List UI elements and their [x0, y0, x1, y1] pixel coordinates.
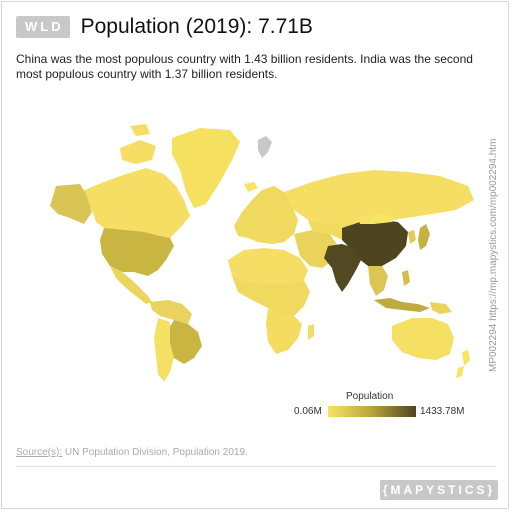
legend-max: 1433.78M: [420, 406, 465, 417]
region-china[interactable]: [342, 220, 408, 266]
map-title: Population (2019): 7.71B: [80, 15, 313, 38]
region-europe[interactable]: [234, 186, 298, 244]
map-description: China was the most populous country with…: [16, 52, 473, 81]
region-svalbard-no-data[interactable]: [258, 136, 272, 158]
region-india[interactable]: [324, 244, 362, 292]
region-africa-south[interactable]: [266, 308, 302, 354]
source-text: UN Population Division, Population 2019.: [62, 447, 248, 458]
region-south-america-south[interactable]: [154, 318, 174, 382]
region-africa-central[interactable]: [232, 276, 310, 316]
map-id-url: MP002294 https://mp.mapystics.com/mp0022…: [488, 138, 499, 372]
region-south-america-north[interactable]: [150, 300, 192, 324]
region-brazil[interactable]: [168, 320, 202, 364]
legend-gradient-bar: [328, 406, 416, 417]
region-new-zealand[interactable]: [456, 350, 470, 378]
world-map: [50, 124, 474, 382]
header: WLD Population (2019): 7.71B: [16, 14, 313, 40]
region-africa-north[interactable]: [228, 248, 308, 284]
region-mongolia[interactable]: [358, 214, 394, 224]
region-indonesia[interactable]: [374, 298, 430, 312]
source-note: Source(s): UN Population Division, Popul…: [16, 447, 248, 458]
region-usa[interactable]: [100, 228, 174, 276]
footer-divider: [16, 466, 496, 467]
region-iceland[interactable]: [244, 182, 258, 192]
region-japan[interactable]: [418, 224, 430, 250]
legend-min: 0.06M: [294, 406, 322, 417]
region-code-badge: WLD: [16, 16, 70, 38]
region-philippines[interactable]: [402, 270, 410, 286]
region-madagascar[interactable]: [308, 324, 314, 340]
region-alaska[interactable]: [50, 184, 92, 224]
region-mexico-central-america[interactable]: [110, 266, 152, 304]
region-australia[interactable]: [392, 318, 454, 360]
region-korea[interactable]: [408, 230, 416, 244]
region-papua[interactable]: [430, 302, 452, 314]
region-russia[interactable]: [284, 170, 474, 224]
region-canada-islands[interactable]: [120, 124, 156, 164]
mapystics-logo[interactable]: {MAPYSTICS}: [380, 480, 498, 500]
region-greenland[interactable]: [172, 128, 240, 208]
legend-title: Population: [346, 391, 394, 402]
region-canada[interactable]: [80, 168, 190, 238]
region-southeast-asia[interactable]: [368, 266, 388, 296]
source-label[interactable]: Source(s):: [16, 447, 63, 458]
